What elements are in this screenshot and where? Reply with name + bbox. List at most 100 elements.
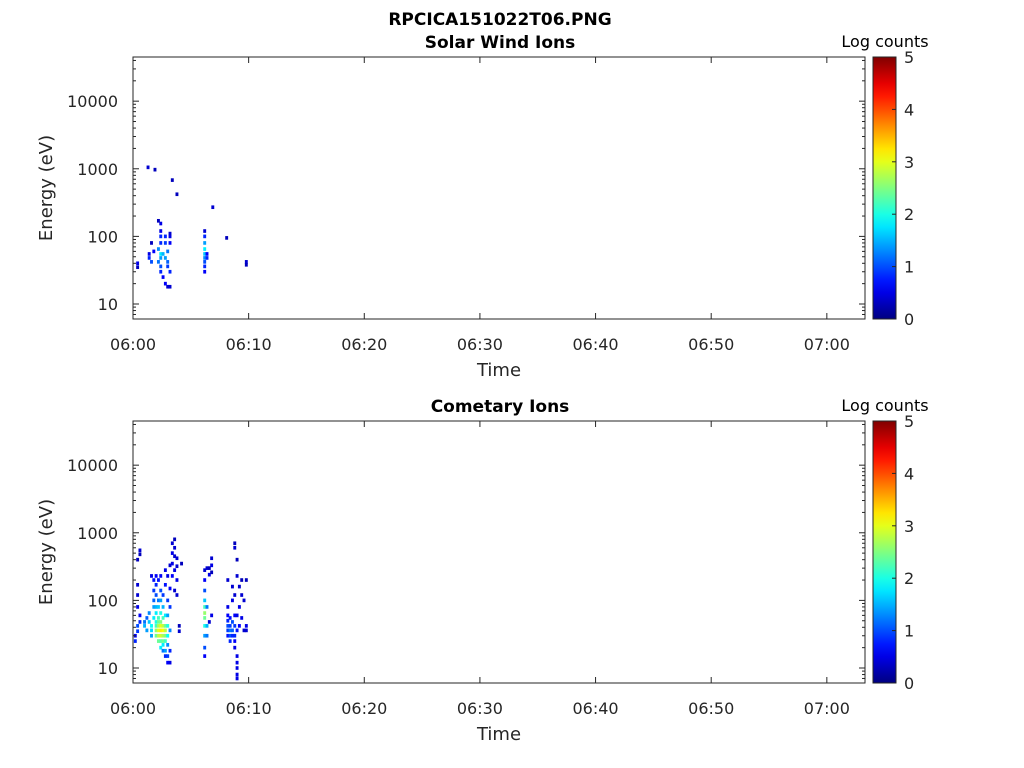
heatmap-cell xyxy=(136,582,140,587)
heatmap-cell xyxy=(138,552,142,557)
heatmap-cell xyxy=(173,554,177,559)
heatmap-cell xyxy=(203,645,207,650)
heatmap-cell xyxy=(205,252,209,256)
heatmap-cell xyxy=(166,264,170,269)
heatmap-cell xyxy=(203,588,207,593)
heatmap-cell xyxy=(173,545,177,550)
heatmap-cell xyxy=(152,588,156,593)
heatmap-cell xyxy=(237,584,241,589)
heatmap-cell xyxy=(235,666,239,670)
heatmap-cell xyxy=(136,261,140,266)
heatmap-cell xyxy=(205,624,209,628)
heatmap-cell xyxy=(175,556,179,561)
x-tick-label: 06:20 xyxy=(341,335,387,354)
heatmap-cell xyxy=(156,639,160,643)
y-tick-label: 10000 xyxy=(67,456,118,475)
heatmap-cell xyxy=(166,249,170,254)
colorbar-tick-label: 3 xyxy=(904,153,914,172)
heatmap-cell xyxy=(154,633,158,638)
heatmap-cell xyxy=(159,639,163,643)
heatmap-cell xyxy=(168,269,172,274)
heatmap-cell xyxy=(138,613,142,618)
heatmap-cell xyxy=(166,284,170,289)
heatmap-cell xyxy=(168,648,172,653)
heatmap-cell xyxy=(203,269,207,274)
heatmap-cell xyxy=(136,624,140,628)
heatmap-cell xyxy=(173,568,177,572)
heatmap-cell xyxy=(228,616,232,620)
colorbar-tick-label: 1 xyxy=(904,622,914,641)
heatmap-cell xyxy=(152,598,156,603)
heatmap-cell xyxy=(159,241,163,245)
colorbar-tick-label: 0 xyxy=(904,674,914,693)
heatmap-cell xyxy=(159,588,163,593)
panel-title: Cometary Ions xyxy=(431,397,570,417)
x-tick-label: 06:30 xyxy=(457,335,503,354)
heatmap-cell xyxy=(152,249,156,254)
heatmap-cell xyxy=(175,593,179,597)
heatmap-cell xyxy=(175,578,179,582)
colorbar-tick-label: 4 xyxy=(904,464,914,483)
heatmap-cell xyxy=(159,598,163,603)
colorbar-tick-label: 3 xyxy=(904,517,914,536)
x-axis-label: Time xyxy=(476,724,521,745)
heatmap-cell xyxy=(156,633,160,638)
heatmap-cell xyxy=(159,252,163,256)
y-tick-label: 1000 xyxy=(77,524,118,543)
heatmap-cell xyxy=(154,620,158,624)
heatmap-cell xyxy=(235,557,239,562)
heatmap-cell xyxy=(159,256,163,260)
x-tick-label: 07:00 xyxy=(804,335,850,354)
heatmap-cell xyxy=(205,256,209,260)
heatmap-cell xyxy=(226,628,230,633)
x-tick-label: 06:10 xyxy=(226,699,272,718)
heatmap-cell xyxy=(143,620,147,624)
heatmap-cell xyxy=(235,613,239,618)
x-tick-label: 06:20 xyxy=(341,699,387,718)
heatmap-cell xyxy=(159,269,163,274)
heatmap-cell xyxy=(161,643,165,647)
heatmap-cell xyxy=(233,613,237,618)
heatmap-cell xyxy=(163,639,167,643)
heatmap-cell xyxy=(205,605,209,609)
heatmap-cell xyxy=(233,624,237,628)
colorbar-gradient xyxy=(872,56,897,320)
heatmap-cell xyxy=(230,628,234,633)
x-tick-label: 06:10 xyxy=(226,335,272,354)
heatmap-cell xyxy=(150,260,153,264)
heatmap-cell xyxy=(168,241,172,245)
heatmap-cell xyxy=(156,628,160,633)
heatmap-cell xyxy=(244,578,248,582)
heatmap-cell xyxy=(175,192,179,197)
heatmap-cell xyxy=(203,598,207,603)
heatmap-cell xyxy=(147,252,151,256)
panel-title: Solar Wind Ions xyxy=(425,33,576,53)
colorbar-label: Log counts xyxy=(841,32,928,51)
heatmap-cell xyxy=(136,557,140,562)
heatmap-cell xyxy=(146,165,150,170)
colorbar-tick-label: 1 xyxy=(904,258,914,277)
heatmap-cell xyxy=(210,556,214,561)
heatmap-cell xyxy=(168,231,172,236)
heatmap-cell xyxy=(156,605,160,609)
heatmap-cell xyxy=(163,241,167,245)
heatmap-cell xyxy=(150,241,153,245)
x-axis: 06:00 06:10 06:20 06:30 06:40 06:50 07:00 xyxy=(110,421,850,718)
heatmap-cell xyxy=(233,593,237,597)
heatmap-cell xyxy=(233,633,237,638)
heatmap-cell xyxy=(228,633,232,638)
heatmap-cell xyxy=(228,639,232,643)
heatmap-cell xyxy=(177,624,181,628)
heatmap-cell xyxy=(210,563,214,568)
heatmap-cell xyxy=(244,262,248,267)
heatmap-cell xyxy=(163,628,167,633)
heatmap-cell xyxy=(159,624,163,628)
heatmap-cell xyxy=(226,605,230,609)
heatmap-cell xyxy=(161,624,165,628)
heatmap-cell xyxy=(154,593,158,597)
heatmap-cell xyxy=(233,645,237,650)
heatmap-cell xyxy=(230,584,234,589)
colorbar-tick-label: 0 xyxy=(904,310,914,329)
heatmap-cell xyxy=(150,624,153,628)
